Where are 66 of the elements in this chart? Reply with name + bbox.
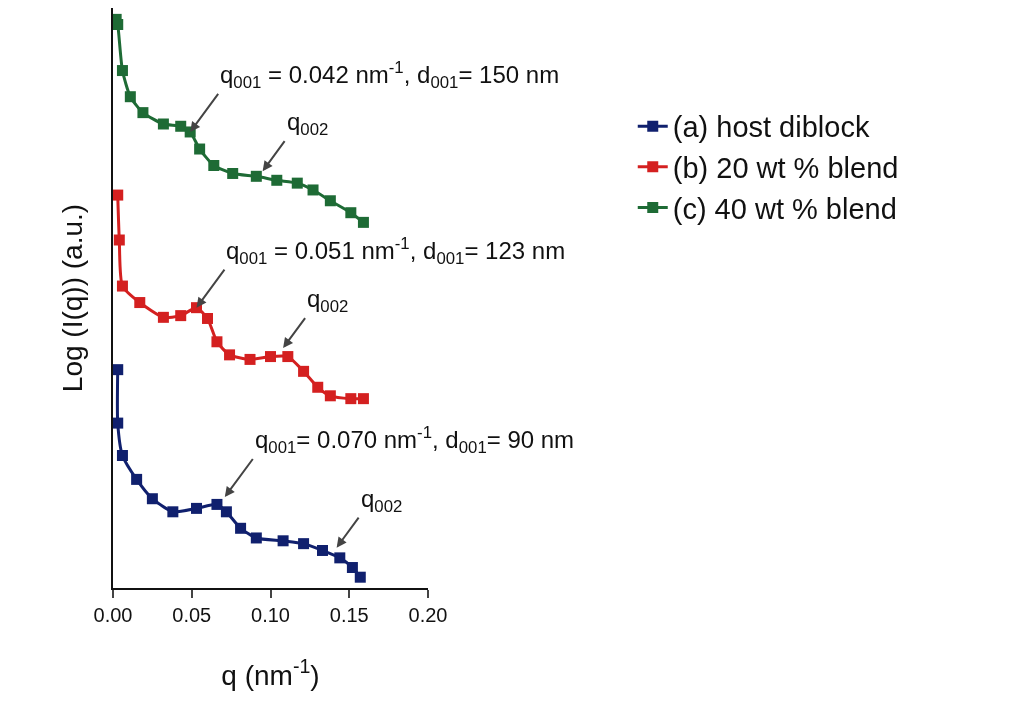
point <box>190 502 202 514</box>
point <box>298 365 310 377</box>
point <box>250 532 262 544</box>
point <box>291 177 303 189</box>
point <box>137 107 149 119</box>
point <box>131 473 143 485</box>
point <box>113 417 124 429</box>
point <box>146 493 158 505</box>
point <box>113 234 125 246</box>
annotation: q$_{001}$ = 0.051 nm$^{-1}$, d$_{001}$= 123 nm <box>226 234 566 269</box>
point <box>235 522 247 534</box>
point <box>345 207 357 219</box>
point <box>312 381 324 393</box>
legend-label: (a) host diblock <box>672 111 870 144</box>
point <box>357 393 369 405</box>
point <box>211 498 223 510</box>
point <box>175 120 187 132</box>
point <box>224 349 236 361</box>
point <box>113 189 124 201</box>
point <box>282 351 294 363</box>
point <box>116 450 128 462</box>
point <box>298 538 310 550</box>
point <box>227 167 239 179</box>
point <box>244 353 256 365</box>
point <box>354 571 366 583</box>
annotation: q$_{002}$ <box>287 108 329 140</box>
y-axis-title: Log (I(q)) (a.u.) <box>57 203 89 393</box>
point <box>357 216 369 228</box>
annotation: q$_{001}$ = 0.042 nm$^{-1}$, d$_{001}$= 150 nm <box>220 58 560 93</box>
point <box>116 280 128 292</box>
annotation: q$_{002}$ <box>361 485 403 517</box>
point <box>346 562 358 574</box>
annotation: q$_{001}$= 0.070 nm$^{-1}$, d$_{001}$= 90 nm <box>255 423 575 458</box>
point <box>202 312 213 324</box>
x-tick-label: 0.10 <box>251 604 290 626</box>
point <box>134 297 146 309</box>
legend-label: (b) 20 wt % blend <box>672 152 899 185</box>
point <box>277 535 289 547</box>
point <box>316 544 328 556</box>
x-tick-label: 0.00 <box>93 604 133 626</box>
point <box>157 311 169 323</box>
point <box>324 390 336 402</box>
point <box>334 552 346 564</box>
point <box>345 393 357 405</box>
point <box>324 195 336 207</box>
point <box>250 170 262 182</box>
point <box>175 310 187 322</box>
point <box>116 65 128 77</box>
x-tick-label: 0.15 <box>329 604 369 626</box>
point <box>208 160 220 172</box>
point <box>194 143 206 155</box>
point <box>265 351 276 363</box>
point <box>157 118 169 130</box>
point <box>124 91 136 103</box>
point <box>211 336 223 348</box>
point <box>220 506 232 518</box>
x-tick-label: 0.05 <box>172 604 212 626</box>
point <box>113 364 124 376</box>
point <box>271 174 283 186</box>
legend-label: (c) 40 wt % blend <box>672 192 897 225</box>
x-axis-title: q (nm$^{-1}$) <box>221 654 320 691</box>
point <box>167 506 179 518</box>
x-tick-label: 0.20 <box>408 604 448 626</box>
point <box>307 184 319 196</box>
point <box>113 18 124 30</box>
annotation: q$_{002}$ <box>307 285 349 317</box>
